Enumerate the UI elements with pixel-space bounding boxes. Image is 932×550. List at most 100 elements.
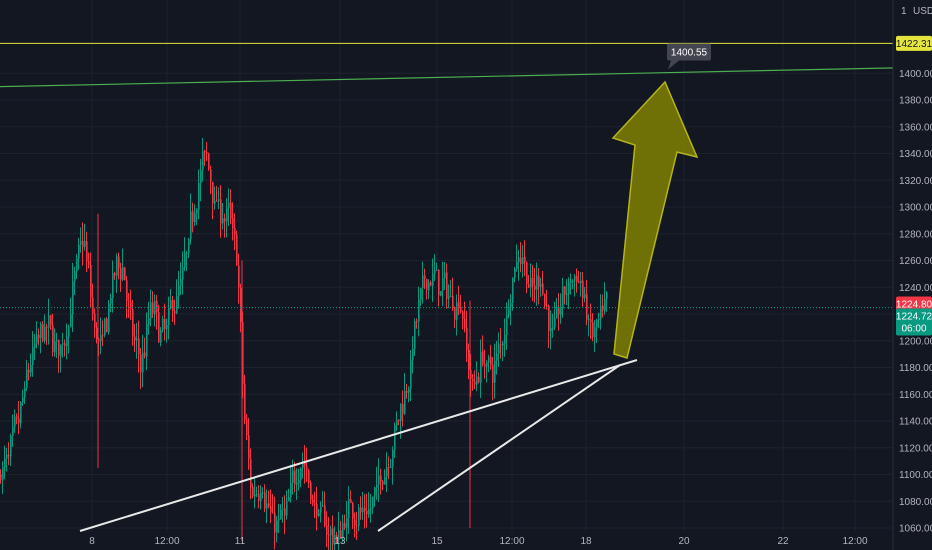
- countdown-badge-bg: [896, 320, 932, 336]
- candle-body: [604, 298, 606, 311]
- candle-body: [106, 318, 108, 333]
- candle-body: [228, 202, 230, 208]
- candle-body: [182, 267, 184, 280]
- level-price-badge: 1422.31: [896, 39, 932, 50]
- x-tick-label: 18: [580, 536, 592, 547]
- candle-body: [414, 321, 416, 349]
- candle-body: [294, 470, 296, 485]
- candle-body: [418, 299, 420, 322]
- candle-body: [130, 301, 132, 310]
- candle-body: [150, 302, 152, 319]
- x-tick-label: 22: [777, 536, 789, 547]
- currency-label: USD: [913, 6, 932, 17]
- candle-body: [292, 470, 294, 484]
- candle-body: [44, 326, 46, 341]
- last-price-badge-bg: [896, 296, 932, 312]
- candle-body: [174, 311, 176, 314]
- candle-body: [236, 234, 238, 266]
- candle-body: [20, 402, 22, 424]
- y-tick-label: 1300.00: [899, 203, 932, 214]
- y-tick-label: 1120.00: [899, 443, 932, 454]
- support-trendline-2[interactable]: [377, 364, 621, 532]
- candle-body: [360, 507, 362, 513]
- candle-body: [478, 376, 480, 383]
- candle-body: [298, 480, 300, 483]
- candle-body: [280, 509, 282, 520]
- candle-body: [124, 267, 126, 281]
- candle-body: [290, 483, 292, 497]
- candle-body: [448, 296, 450, 299]
- candle-body: [102, 334, 104, 336]
- candle-body: [36, 334, 38, 344]
- candle-body: [348, 499, 350, 518]
- candle-body: [502, 343, 504, 346]
- candle-body: [248, 435, 250, 460]
- y-tick-label: 1200.00: [899, 336, 932, 347]
- candle-body: [602, 305, 604, 311]
- candle-body: [526, 262, 528, 285]
- candle-body: [522, 256, 524, 265]
- candle-body: [392, 449, 394, 467]
- candle-body: [368, 508, 370, 515]
- candle-body: [8, 454, 10, 457]
- candle-body: [250, 459, 252, 488]
- candle-body: [536, 275, 538, 290]
- candle-body: [334, 534, 336, 545]
- candle-body: [598, 318, 600, 320]
- candle-body: [104, 318, 106, 335]
- support-trendline-1[interactable]: [79, 359, 638, 532]
- candle-body: [98, 339, 100, 342]
- candle-body: [558, 307, 560, 315]
- candle-body: [390, 466, 392, 468]
- candle-body: [456, 302, 458, 320]
- drawing-lines: [0, 42, 894, 532]
- candle-body: [144, 352, 146, 357]
- candle-body: [476, 376, 478, 385]
- candle-body: [16, 416, 18, 419]
- candle-body: [226, 207, 228, 222]
- candle-body: [196, 209, 198, 214]
- candle-body: [354, 519, 356, 526]
- x-tick-label: 8: [89, 536, 95, 547]
- candle-body: [136, 338, 138, 341]
- candle-body: [524, 256, 526, 263]
- candle-body: [518, 257, 520, 263]
- candle-body: [386, 467, 388, 477]
- candle-body: [218, 199, 220, 201]
- price-axis: USD 1 1060.00 1080.00 1100.00 1120.00 1140.0…: [892, 0, 932, 550]
- y-tick-label: 1080.00: [899, 497, 932, 508]
- candle-body: [534, 285, 536, 290]
- candle-body: [424, 275, 426, 279]
- candle-body: [256, 494, 258, 496]
- candle-body: [146, 324, 148, 357]
- candle-body: [376, 484, 378, 488]
- candlestick-series: [0, 137, 608, 550]
- candle-body: [40, 323, 42, 339]
- candle-body: [532, 277, 534, 286]
- candle-body: [426, 278, 428, 290]
- y-tick-label: 1240.00: [899, 283, 932, 294]
- candle-body: [474, 381, 476, 385]
- candle-body: [496, 353, 498, 361]
- x-tick-label: 11: [235, 536, 246, 547]
- candle-body: [234, 228, 236, 235]
- candle-body: [550, 328, 552, 332]
- candle-body: [148, 318, 150, 325]
- candle-body: [472, 378, 474, 382]
- candle-body: [112, 272, 114, 299]
- candle-body: [200, 170, 202, 184]
- candle-body: [78, 244, 80, 259]
- candle-body: [372, 496, 374, 509]
- resistance-trendline[interactable]: [0, 67, 894, 88]
- candle-body: [344, 522, 346, 528]
- candle-body: [336, 534, 338, 540]
- candle-body: [362, 507, 364, 513]
- candle-body: [606, 292, 608, 299]
- candle-body: [84, 241, 86, 247]
- candle-body: [184, 253, 186, 268]
- candle-body: [488, 357, 490, 363]
- candle-body: [158, 312, 160, 343]
- candle-body: [286, 501, 288, 516]
- candle-body: [434, 269, 436, 274]
